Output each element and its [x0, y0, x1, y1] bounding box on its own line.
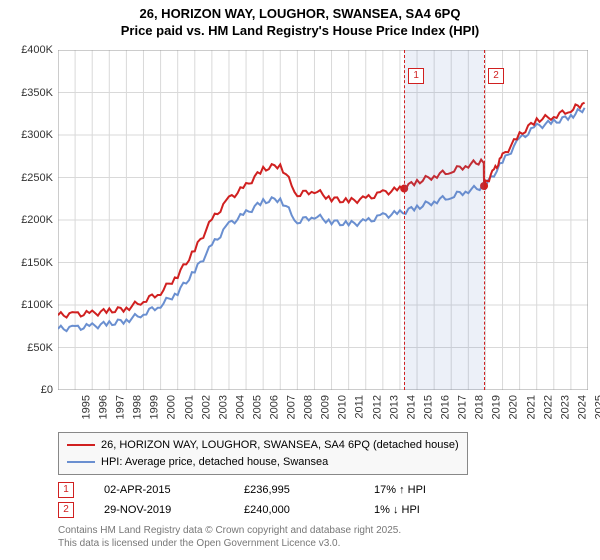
x-axis-label: 1995 [80, 395, 92, 419]
transaction-marker: 1 [58, 482, 74, 498]
x-axis-label: 2006 [269, 395, 281, 419]
vertical-marker-line [484, 50, 485, 390]
vertical-marker-label: 1 [408, 68, 424, 84]
chart-area: £0£50K£100K£150K£200K£250K£300K£350K£400… [58, 50, 588, 390]
transaction-row: 1 02-APR-2015£236,99517% ↑ HPI [58, 480, 588, 500]
x-axis-label: 2014 [405, 395, 417, 419]
x-axis-label: 2013 [388, 395, 400, 419]
x-axis-label: 2015 [422, 395, 434, 419]
y-axis-label: £350K [21, 87, 53, 99]
x-axis-label: 2007 [286, 395, 298, 419]
x-axis-label: 1999 [149, 395, 161, 419]
x-axis-label: 2024 [576, 395, 588, 419]
y-axis-label: £300K [21, 129, 53, 141]
x-axis-label: 2012 [371, 395, 383, 419]
transaction-date: 29-NOV-2019 [104, 504, 244, 516]
legend-swatch [67, 461, 95, 463]
x-axis-label: 1998 [132, 395, 144, 419]
x-axis-label: 2000 [166, 395, 178, 419]
chart-container: 26, HORIZON WAY, LOUGHOR, SWANSEA, SA4 6… [0, 0, 600, 560]
title-line-2: Price paid vs. HM Land Registry's House … [0, 23, 600, 40]
x-axis-label: 2011 [353, 395, 365, 419]
legend-swatch [67, 444, 95, 446]
x-axis-label: 2010 [337, 395, 349, 419]
x-axis-label: 2023 [559, 395, 571, 419]
y-axis-label: £50K [27, 342, 53, 354]
x-axis-label: 2017 [457, 395, 469, 419]
transaction-diff: 17% ↑ HPI [374, 484, 474, 496]
y-axis-label: £200K [21, 214, 53, 226]
x-axis-label: 2005 [251, 395, 263, 419]
transaction-date: 02-APR-2015 [104, 484, 244, 496]
y-axis-label: £250K [21, 172, 53, 184]
transaction-rows: 1 02-APR-2015£236,99517% ↑ HPI 2 29-NOV-201… [58, 480, 588, 520]
y-axis-label: £0 [41, 384, 53, 396]
transaction-price: £240,000 [244, 504, 374, 516]
x-axis-label: 1997 [115, 395, 127, 419]
x-axis-label: 2020 [508, 395, 520, 419]
x-axis-label: 2003 [217, 395, 229, 419]
vertical-marker-line [404, 50, 405, 390]
x-axis-label: 2022 [542, 395, 554, 419]
transaction-marker: 2 [58, 502, 74, 518]
x-axis-label: 2019 [491, 395, 503, 419]
y-axis-label: £150K [21, 257, 53, 269]
vertical-marker-label: 2 [488, 68, 504, 84]
title-line-1: 26, HORIZON WAY, LOUGHOR, SWANSEA, SA4 6… [0, 6, 600, 23]
x-axis-label: 2016 [440, 395, 452, 419]
x-axis-label: 1996 [98, 395, 110, 419]
chart-title: 26, HORIZON WAY, LOUGHOR, SWANSEA, SA4 6… [0, 0, 600, 40]
x-axis-label: 2018 [474, 395, 486, 419]
shaded-region [404, 50, 484, 390]
x-axis-label: 2002 [200, 395, 212, 419]
footer-line-2: This data is licensed under the Open Gov… [58, 537, 401, 550]
x-axis-label: 2008 [303, 395, 315, 419]
footer: Contains HM Land Registry data © Crown c… [58, 524, 401, 550]
x-axis-label: 2001 [183, 395, 195, 419]
x-axis-label: 2009 [320, 395, 332, 419]
transaction-price: £236,995 [244, 484, 374, 496]
legend: 26, HORIZON WAY, LOUGHOR, SWANSEA, SA4 6… [58, 432, 588, 475]
transaction-row: 2 29-NOV-2019£240,0001% ↓ HPI [58, 500, 588, 520]
x-axis-label: 2025 [593, 395, 600, 419]
footer-line-1: Contains HM Land Registry data © Crown c… [58, 524, 401, 537]
chart-svg [58, 50, 588, 390]
x-axis-label: 2021 [525, 395, 537, 419]
x-axis-label: 2004 [234, 395, 246, 419]
y-axis-label: £100K [21, 299, 53, 311]
legend-item: 26, HORIZON WAY, LOUGHOR, SWANSEA, SA4 6… [67, 437, 459, 454]
legend-label: HPI: Average price, detached house, Swan… [101, 454, 328, 471]
legend-item: HPI: Average price, detached house, Swan… [67, 454, 459, 471]
y-axis-label: £400K [21, 44, 53, 56]
series-line [58, 108, 585, 331]
legend-label: 26, HORIZON WAY, LOUGHOR, SWANSEA, SA4 6… [101, 437, 459, 454]
transaction-diff: 1% ↓ HPI [374, 504, 474, 516]
